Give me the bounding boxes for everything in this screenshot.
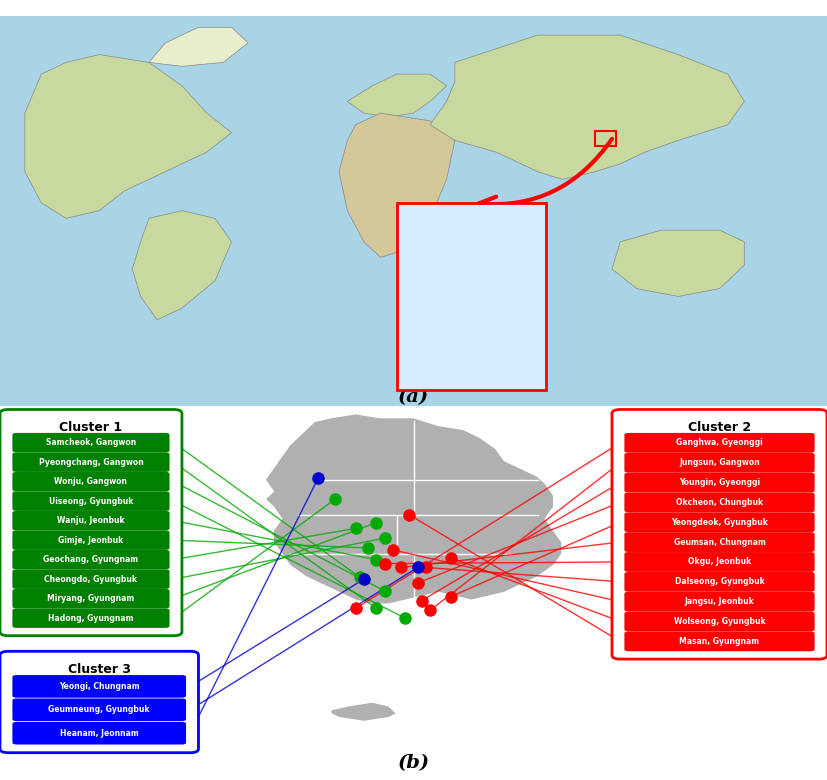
FancyBboxPatch shape xyxy=(12,452,170,472)
FancyBboxPatch shape xyxy=(12,722,186,744)
FancyBboxPatch shape xyxy=(12,433,170,452)
FancyBboxPatch shape xyxy=(624,492,815,512)
Text: Jangsu, Jeonbuk: Jangsu, Jeonbuk xyxy=(685,597,754,606)
FancyBboxPatch shape xyxy=(624,433,815,452)
FancyBboxPatch shape xyxy=(12,550,170,569)
Polygon shape xyxy=(339,113,455,257)
FancyBboxPatch shape xyxy=(0,651,198,753)
FancyBboxPatch shape xyxy=(12,491,170,511)
FancyBboxPatch shape xyxy=(624,632,815,651)
Polygon shape xyxy=(331,702,397,722)
Text: Uiseong, Gyungbuk: Uiseong, Gyungbuk xyxy=(49,497,133,505)
FancyBboxPatch shape xyxy=(624,572,815,592)
FancyBboxPatch shape xyxy=(624,512,815,532)
Text: Hadong, Gyungnam: Hadong, Gyungnam xyxy=(48,614,134,622)
Text: Jungsun, Gangwon: Jungsun, Gangwon xyxy=(679,458,760,467)
Text: (b): (b) xyxy=(398,754,429,772)
FancyBboxPatch shape xyxy=(12,530,170,550)
FancyBboxPatch shape xyxy=(624,612,815,632)
Text: Geochang, Gyungnam: Geochang, Gyungnam xyxy=(43,555,139,564)
Text: Heanam, Jeonnam: Heanam, Jeonnam xyxy=(60,729,139,738)
Text: Okcheon, Chungbuk: Okcheon, Chungbuk xyxy=(676,498,763,507)
Polygon shape xyxy=(347,74,447,117)
Text: Yeongi, Chungnam: Yeongi, Chungnam xyxy=(59,682,140,691)
Text: Wanju, Jeonbuk: Wanju, Jeonbuk xyxy=(57,516,125,525)
Text: Wolseong, Gyungbuk: Wolseong, Gyungbuk xyxy=(674,617,765,626)
FancyBboxPatch shape xyxy=(12,589,170,608)
Text: Samcheok, Gangwon: Samcheok, Gangwon xyxy=(45,438,136,447)
FancyBboxPatch shape xyxy=(624,592,815,612)
Text: Yeongdeok, Gyungbuk: Yeongdeok, Gyungbuk xyxy=(671,518,768,527)
Bar xyxy=(397,203,546,390)
Polygon shape xyxy=(149,27,248,66)
Text: Gimje, Jeonbuk: Gimje, Jeonbuk xyxy=(59,536,123,544)
FancyBboxPatch shape xyxy=(624,452,815,473)
Polygon shape xyxy=(414,211,496,304)
Text: Pyeongchang, Gangwon: Pyeongchang, Gangwon xyxy=(39,458,143,466)
FancyBboxPatch shape xyxy=(12,511,170,530)
FancyBboxPatch shape xyxy=(624,552,815,572)
FancyBboxPatch shape xyxy=(624,532,815,552)
Text: Cluster 3: Cluster 3 xyxy=(68,663,131,676)
Polygon shape xyxy=(25,55,232,218)
FancyBboxPatch shape xyxy=(12,608,170,628)
Text: Wonju, Gangwon: Wonju, Gangwon xyxy=(55,477,127,486)
Text: Ganghwa, Gyeonggi: Ganghwa, Gyeonggi xyxy=(676,438,762,447)
FancyBboxPatch shape xyxy=(624,473,815,492)
FancyBboxPatch shape xyxy=(12,569,170,589)
FancyBboxPatch shape xyxy=(12,699,186,721)
Text: Miryang, Gyungnam: Miryang, Gyungnam xyxy=(47,594,135,603)
FancyBboxPatch shape xyxy=(0,410,182,636)
Text: Cluster 1: Cluster 1 xyxy=(60,421,122,434)
FancyBboxPatch shape xyxy=(12,675,186,697)
Polygon shape xyxy=(430,35,744,179)
Text: Dalseong, Gyungbuk: Dalseong, Gyungbuk xyxy=(675,577,764,587)
Polygon shape xyxy=(612,230,744,296)
Text: Youngin, Gyeonggi: Youngin, Gyeonggi xyxy=(679,478,760,487)
FancyBboxPatch shape xyxy=(612,410,827,659)
Text: Masan, Gyungnam: Masan, Gyungnam xyxy=(680,637,759,646)
Text: Geumneung, Gyungbuk: Geumneung, Gyungbuk xyxy=(49,705,150,714)
Text: Geumsan, Chungnam: Geumsan, Chungnam xyxy=(673,537,766,547)
Polygon shape xyxy=(132,211,232,320)
Text: Okgu, Jeonbuk: Okgu, Jeonbuk xyxy=(688,558,751,566)
Text: Cluster 2: Cluster 2 xyxy=(688,421,751,434)
Polygon shape xyxy=(265,413,562,604)
Text: Cheongdo, Gyungbuk: Cheongdo, Gyungbuk xyxy=(45,575,137,583)
Bar xyxy=(595,130,616,147)
Text: (a): (a) xyxy=(398,388,429,406)
FancyBboxPatch shape xyxy=(12,472,170,491)
